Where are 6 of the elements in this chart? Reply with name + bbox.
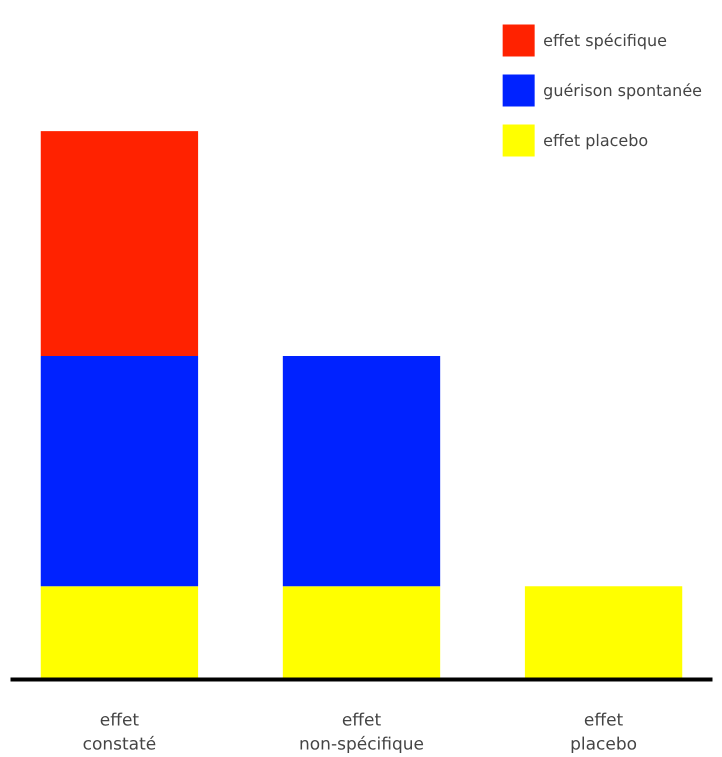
x-tick-label: effet placebo — [570, 710, 638, 754]
legend-label: effet spécifique — [543, 30, 668, 50]
legend-label: guérison spontanée — [543, 80, 702, 100]
legend-label: effet placebo — [543, 130, 648, 150]
x-tick-label: effet non-spécifique — [299, 710, 424, 754]
x-tick-label: effet constaté — [82, 710, 156, 754]
